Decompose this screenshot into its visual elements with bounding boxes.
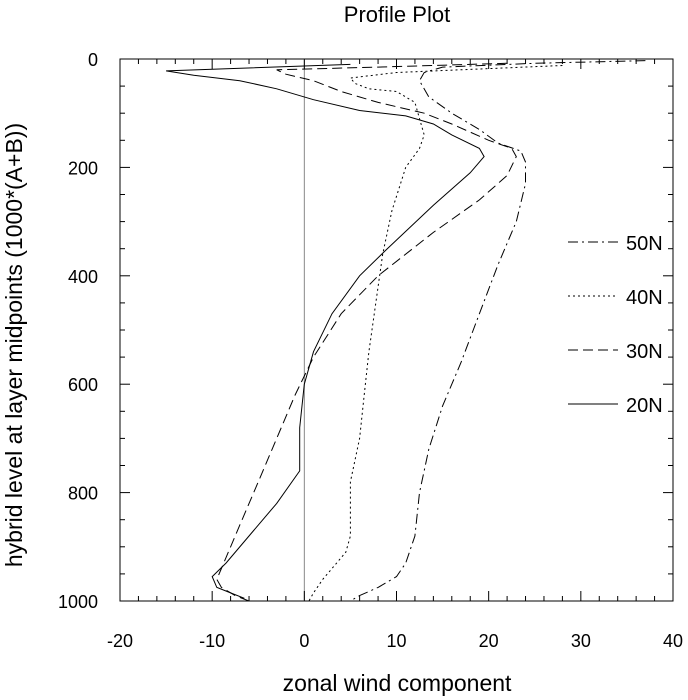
y-tick-label: 400 [68,267,98,287]
y-tick-label: 1000 [58,592,98,612]
x-axis-label: zonal wind component [283,670,512,696]
x-tick-label: -10 [199,631,225,651]
series-line-30n [216,62,517,602]
legend-label-30n: 30N [626,341,663,363]
series-line-40n [308,65,563,602]
y-tick-label: 800 [68,484,98,504]
x-tick-label: -20 [107,631,133,651]
series-line-50n [350,60,646,602]
x-tick-label: 0 [299,631,309,651]
series-line-20n [166,63,485,599]
x-tick-label: 40 [663,631,683,651]
plot-frame [119,58,674,602]
x-tick-label: 30 [571,631,591,651]
y-tick-label: 600 [68,375,98,395]
x-tick-label: 20 [479,631,499,651]
y-axis-label: hybrid level at layer midpoints (1000*(A… [1,123,27,567]
series-lines [166,60,646,602]
y-tick-label: 200 [68,158,98,178]
chart-title: Profile Plot [344,2,450,27]
legend-label-50n: 50N [626,233,663,255]
y-tick-label: 0 [88,50,98,70]
legend-label-40n: 40N [626,287,663,309]
legend: 50N 40N 30N 20N [568,233,663,417]
x-tick-label: 10 [386,631,406,651]
legend-label-20n: 20N [626,395,663,417]
